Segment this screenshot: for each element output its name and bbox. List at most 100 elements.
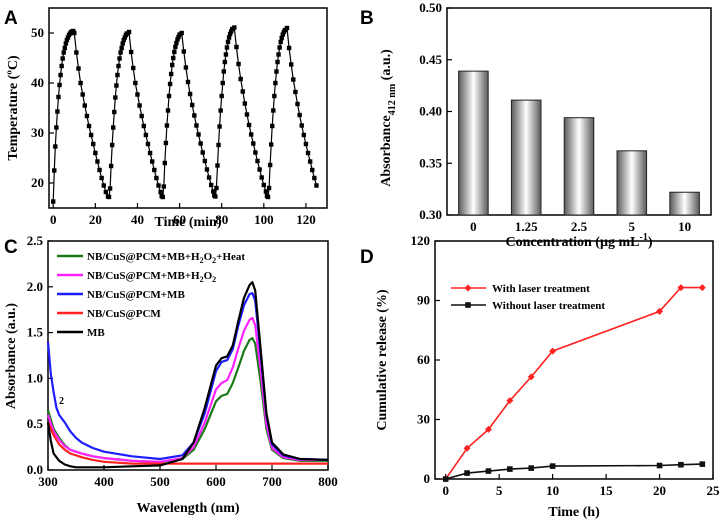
panel-a-temperature-point — [175, 37, 180, 42]
panel-a-temperature-point — [187, 91, 193, 97]
panel-a-temperature-point — [238, 76, 243, 82]
panel-a-temperature-point — [113, 95, 118, 100]
panel-a-temperature-point — [236, 61, 241, 67]
panel-d-point — [699, 461, 706, 467]
panel-b-ytick-label: 0.30 — [419, 207, 442, 222]
panel-a-temperature-point — [219, 93, 224, 99]
panel-c-xtick-label: 700 — [262, 474, 282, 489]
panel-a-xtick-label: 40 — [131, 212, 144, 227]
panel-b-bar — [616, 150, 648, 216]
panel-c-ytick-label: 1.5 — [27, 325, 44, 340]
panel-a-xtick-label: 60 — [173, 212, 186, 227]
panel-a-temperature-point — [158, 189, 163, 195]
panel-d-point — [485, 468, 492, 474]
panel-a-xtick-label: 100 — [254, 212, 274, 227]
panel-d-point — [678, 461, 684, 468]
panel-a-temperature-point — [55, 109, 60, 114]
panel-c-xlabel: Wavelength (nm) — [136, 501, 239, 516]
panel-c-plot — [46, 281, 329, 469]
panel-a-temperature-point — [82, 103, 88, 108]
panel-c-ytick-label: 0.0 — [27, 462, 43, 477]
panel-a-temperature-point — [65, 35, 71, 40]
panel-a-temperature-point — [272, 93, 277, 99]
panel-c-ylabel: Absorbance (a.u.) — [4, 303, 19, 410]
panel-a-temperature-point — [78, 80, 83, 86]
panel-a-temperature-point — [101, 183, 106, 188]
panel-d-series-line — [445, 463, 703, 480]
panel-c-series-line — [46, 316, 328, 463]
panel-a-temperature-point — [108, 163, 114, 169]
panel-a-temperature-point — [240, 89, 245, 94]
panel-d: D 0 5 10 15 20 25 0 30 60 90 120 With laser treatm… — [360, 233, 720, 520]
panel-a-temperature-point — [284, 25, 290, 31]
panel-a-xtick-label: 80 — [215, 212, 228, 227]
panel-a-temperature-point — [244, 112, 250, 117]
panel-a-temperature-point — [59, 63, 64, 69]
panel-c-legend-label: MB — [87, 327, 105, 339]
panel-a-temperature-point — [115, 72, 120, 78]
panel-c-series-line — [46, 337, 328, 463]
panel-a-letter: A — [4, 8, 18, 29]
panel-a-temperature-point — [274, 69, 279, 74]
panel-a-temperature-point — [305, 150, 311, 156]
panel-a-temperature-point — [167, 81, 173, 87]
panel-a-temperature-point — [267, 162, 273, 168]
panel-d-ylabel: Cumulative release (%) — [375, 289, 390, 431]
panel-a-temperature-point — [141, 123, 146, 129]
panel-b-xtick-label: 5 — [629, 219, 636, 234]
panel-c: C 300 400 500 600 700 800 0.0 0.5 1.0 1.5 2.0 2.5 N… — [4, 233, 338, 516]
panel-b-bar — [669, 191, 700, 216]
panel-d-legend-label: Without laser treatment — [492, 300, 605, 312]
panel-a-temperature-point — [314, 183, 319, 188]
panel-b: B 0.30 0.35 0.40 0.45 0.50 0 1.25 2.5 5 10 Concen… — [360, 0, 712, 250]
panel-a-temperature-point — [128, 49, 134, 55]
panel-a-temperature-point — [217, 124, 222, 129]
panel-c-legend-label: NB/CuS@PCM+MB — [87, 289, 185, 301]
panel-a-temperature-point — [174, 40, 179, 46]
panel-a-temperature-point — [107, 186, 113, 191]
panel-d-ytick-label: 90 — [417, 293, 430, 308]
panel-b-xtick-label: 1.25 — [515, 219, 538, 234]
panel-a-temperature-point — [53, 144, 58, 149]
panel-a-temperature-point — [51, 199, 56, 204]
panel-a-temperature-point — [198, 141, 203, 146]
panel-a-temperature-point — [106, 194, 112, 200]
panel-a-temperature-point — [118, 50, 123, 55]
panel-a-temperature-point — [268, 142, 274, 147]
panel-a-temperature-point — [131, 65, 136, 71]
panel-a-temperature-point — [95, 159, 100, 164]
panel-b-bar — [458, 70, 489, 216]
panel-c-xtick-label: 500 — [150, 474, 170, 489]
panel-a-temperature-point — [257, 167, 262, 172]
panel-a-temperature-point — [221, 69, 227, 74]
panel-a-temperature-point — [299, 123, 304, 128]
panel-a-temperature-point — [234, 44, 239, 50]
panel-c-xtick-label: 600 — [206, 474, 226, 489]
panel-c-legend-label: NB/CuS@PCM — [87, 308, 161, 320]
panel-c-legend-label: NB/CuS@PCM+MB+H2O2+Heat — [87, 251, 245, 265]
panel-b-ytick-label: 0.50 — [419, 0, 442, 15]
panel-a-temperature-point — [255, 158, 260, 164]
panel-a-temperature-point — [295, 101, 300, 107]
panel-a-temperature-point — [103, 189, 109, 195]
panel-a-temperature-point — [263, 189, 269, 194]
panel-a-temperature-point — [112, 109, 117, 115]
panel-b-letter: B — [360, 8, 374, 29]
panel-b-xtick-label: 10 — [678, 219, 691, 234]
panel-a-temperature-point — [162, 160, 168, 166]
panel-a-temperature-point — [154, 175, 159, 181]
panel-a-temperature-point — [225, 39, 231, 45]
panel-a-temperature-point — [163, 140, 169, 146]
panel-a-ytick-label: 40 — [31, 75, 44, 90]
panel-b-ytick-label: 0.40 — [419, 104, 442, 119]
panel-a-temperature-point — [222, 59, 228, 65]
panel-a-xlabel: Time (min) — [154, 215, 221, 230]
panel-a-temperature-point — [120, 41, 125, 46]
panel-a-temperature-point — [214, 185, 219, 191]
panel-b-ticks: 0.30 0.35 0.40 0.45 0.50 0 1.25 2.5 5 10 — [419, 0, 691, 234]
panel-a-temperature-point — [276, 52, 281, 57]
panel-d-legend-label: With laser treatment — [492, 283, 590, 295]
panel-a-temperature-point — [232, 25, 237, 30]
panel-a-temperature-point — [202, 158, 208, 164]
panel-a-temperature-point — [72, 30, 77, 36]
